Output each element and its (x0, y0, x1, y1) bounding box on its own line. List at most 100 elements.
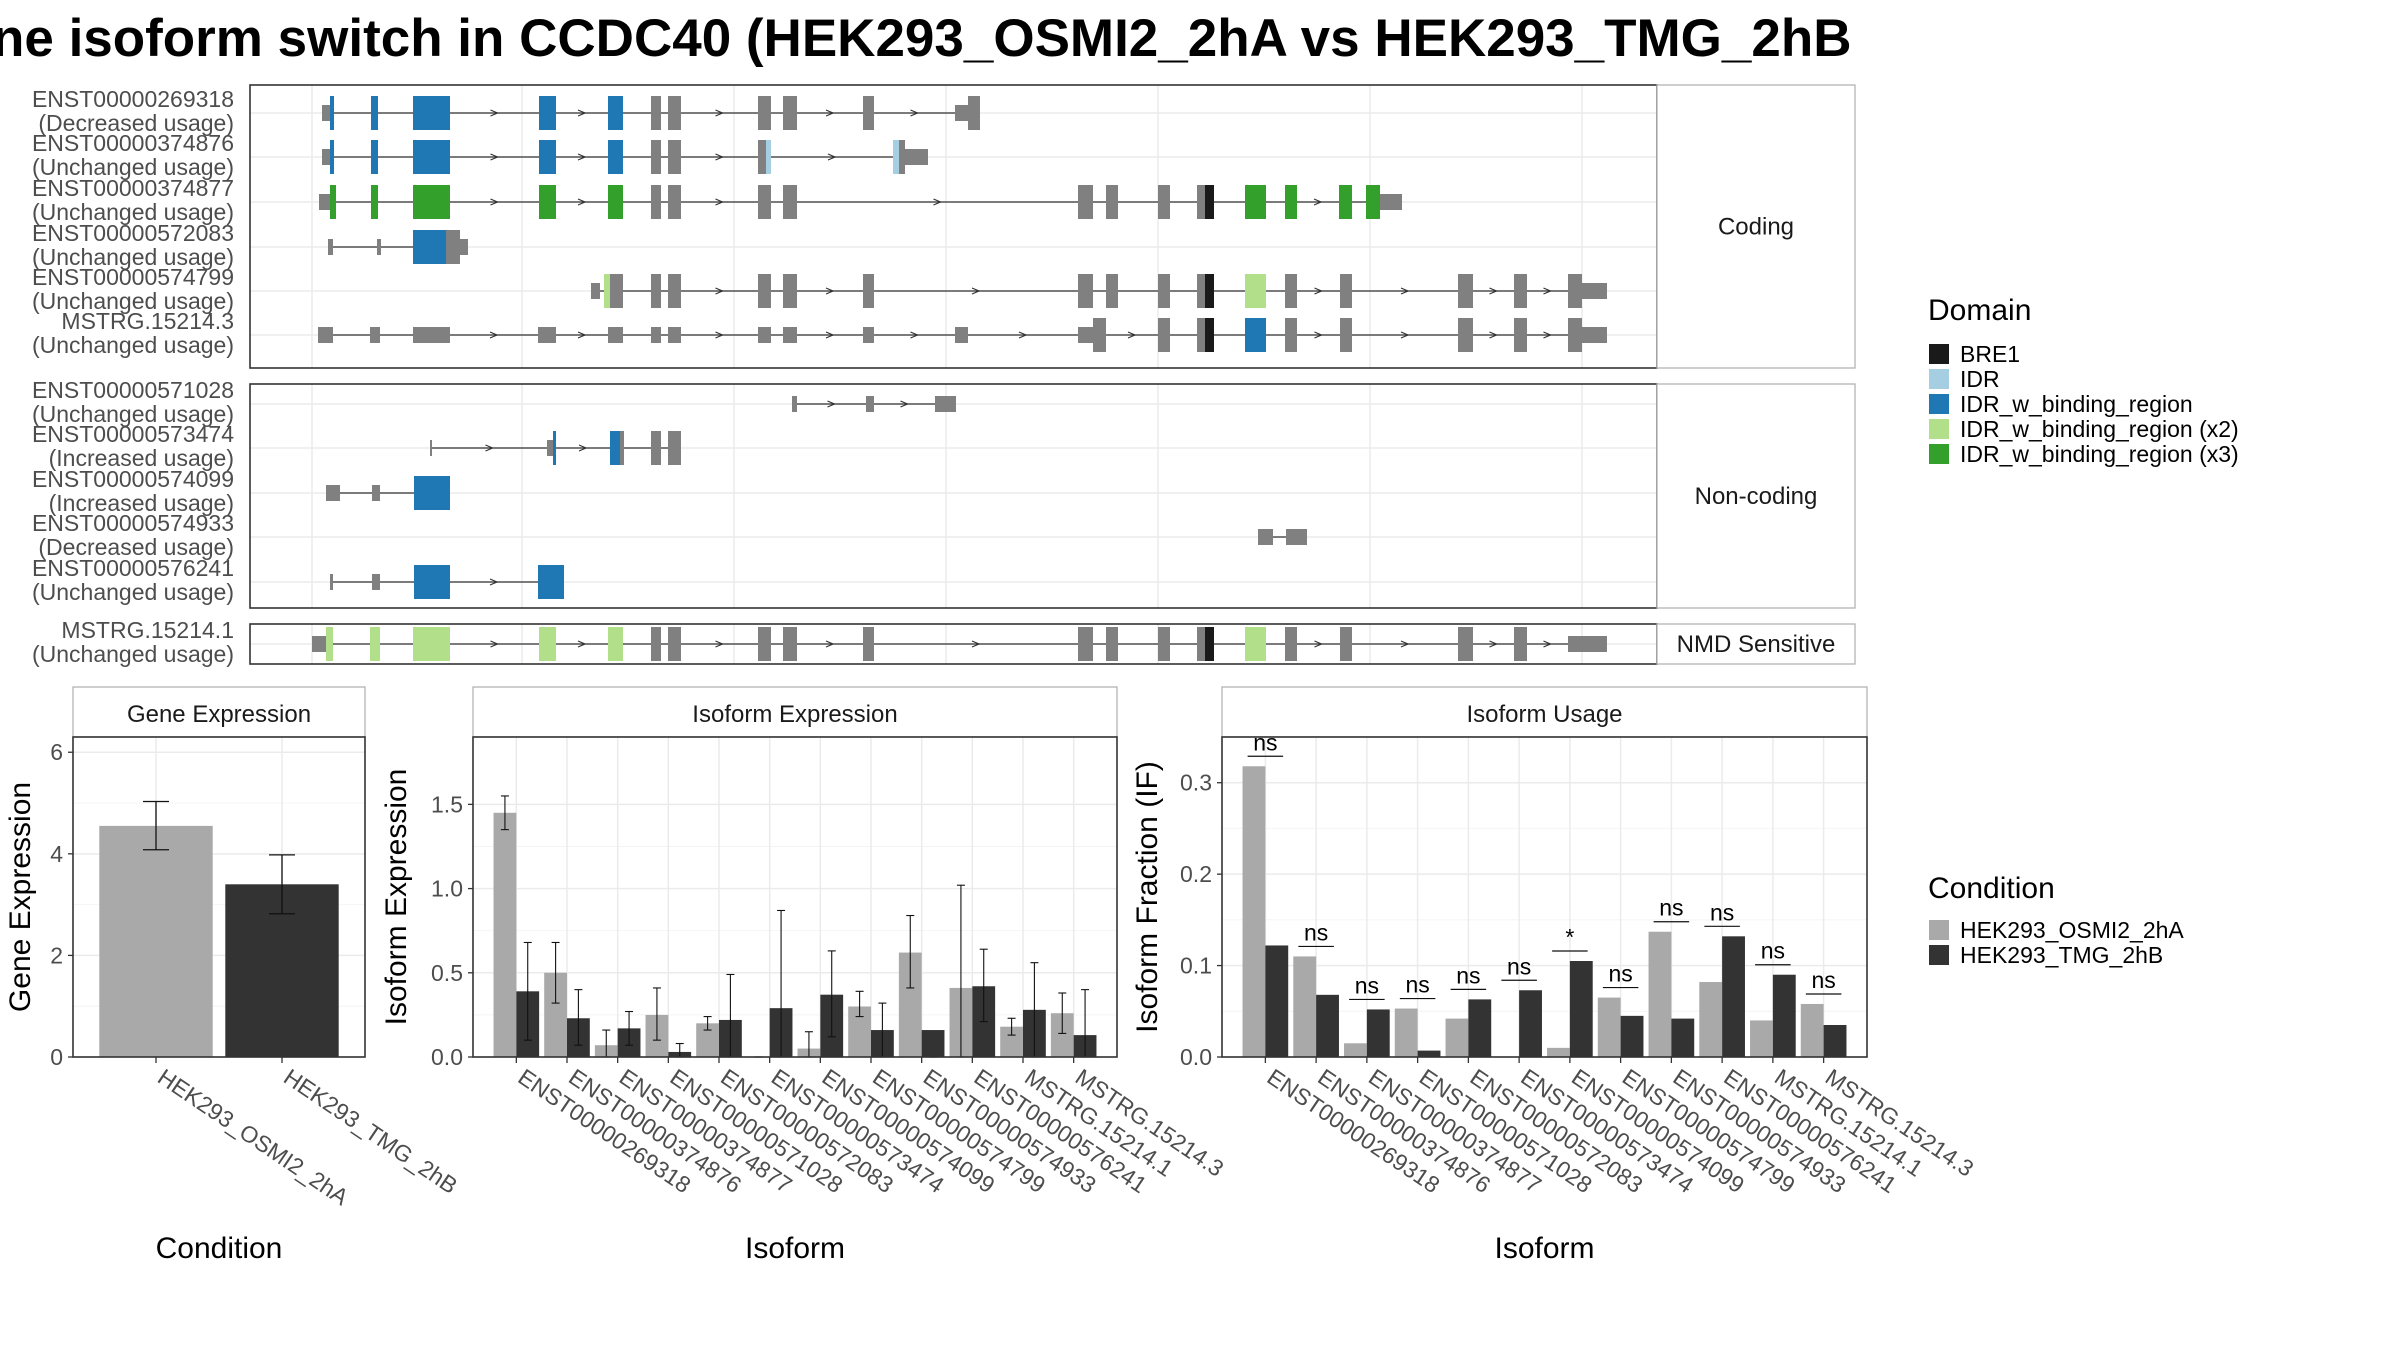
panel-strip (1656, 84, 1856, 369)
domain-legend-label: BRE1 (1960, 341, 2020, 367)
exon (783, 327, 797, 343)
exon (547, 440, 553, 456)
exon (651, 185, 661, 219)
strand-arrow (827, 153, 837, 161)
domain-legend-key (1929, 419, 1949, 439)
bar (1620, 1015, 1644, 1057)
exon (758, 96, 771, 130)
exon (591, 283, 600, 299)
condition-legend-label: HEK293_TMG_2hB (1960, 942, 2163, 968)
bar (1750, 1020, 1773, 1057)
y-axis-title: Isoform Expression (380, 769, 413, 1026)
domain-exon (610, 431, 620, 465)
exon (863, 627, 874, 661)
exon (1197, 274, 1205, 308)
strand-arrow (1400, 331, 1410, 339)
exon (370, 327, 380, 343)
exon (863, 96, 874, 130)
bar-chart-2: Isoform Expression0.00.51.01.5ENST000002… (380, 686, 1228, 1265)
exon (1458, 318, 1473, 352)
strand-arrow (490, 640, 500, 648)
strand-arrow (1314, 287, 1324, 295)
strand-arrow (715, 287, 725, 295)
transcript-usage-label: (Increased usage) (49, 490, 234, 516)
strand-arrow (490, 153, 500, 161)
y-tick-label: 2 (50, 942, 63, 968)
exon (1158, 274, 1170, 308)
transcript-id-label: ENST00000573474 (32, 421, 234, 447)
transcript-structure-panel: ENST00000269318(Decreased usage)ENST0000… (32, 84, 1856, 667)
strand-arrow (577, 640, 587, 648)
domain-exon (608, 627, 623, 661)
exon (758, 274, 771, 308)
transcript-structure (330, 565, 564, 599)
bar (1519, 990, 1542, 1057)
exon (312, 636, 326, 652)
bar (1648, 931, 1672, 1057)
exon (1285, 627, 1297, 661)
exon (955, 327, 968, 343)
significance-label: ns (1659, 895, 1683, 921)
exon (668, 185, 681, 219)
bar (1445, 1018, 1469, 1057)
domain-exon (553, 431, 556, 465)
panel-strip (1656, 383, 1856, 609)
domain-exon (330, 96, 334, 130)
exon (1106, 274, 1118, 308)
exon (1078, 185, 1093, 219)
domain-exon (766, 140, 771, 174)
exon (318, 327, 333, 343)
domain-exon (1205, 185, 1214, 219)
strand-arrow (1543, 640, 1553, 648)
y-tick-label: 0.1 (1180, 953, 1212, 979)
domain-exon (608, 185, 623, 219)
bar (1722, 936, 1745, 1057)
domain-legend-label: IDR_w_binding_region (1960, 391, 2193, 417)
exon (1078, 327, 1093, 343)
exon (1197, 185, 1205, 219)
transcript-id-label: ENST00000374876 (32, 130, 234, 156)
condition-legend-label: HEK293_OSMI2_2hA (1960, 917, 2184, 943)
exon (935, 396, 956, 412)
bar (1800, 1003, 1824, 1057)
domain-exon (414, 565, 450, 599)
strand-arrow (1314, 640, 1324, 648)
exon (1285, 274, 1297, 308)
panel-strip-label: Non-coding (1695, 483, 1818, 510)
y-tick-label: 1.5 (431, 791, 463, 817)
exon (1093, 318, 1106, 352)
exon (460, 239, 468, 255)
bar (1265, 945, 1289, 1057)
significance-label: ns (1405, 972, 1429, 998)
exon (1582, 327, 1607, 343)
strand-arrow (825, 640, 835, 648)
domain-exon (1245, 274, 1266, 308)
exon (1568, 274, 1582, 308)
strand-arrow (715, 153, 725, 161)
domain-legend-title: Domain (1928, 294, 2031, 327)
exon (1568, 636, 1582, 652)
strand-arrow (900, 400, 910, 408)
exon (1197, 318, 1205, 352)
exon (1582, 636, 1607, 652)
strand-arrow (489, 331, 499, 339)
exon (651, 327, 661, 343)
exon (968, 96, 980, 130)
domain-exon (413, 627, 450, 661)
strand-arrow (825, 331, 835, 339)
y-tick-label: 0 (50, 1044, 63, 1070)
bar (1569, 961, 1593, 1057)
transcript-usage-label: (Unchanged usage) (32, 332, 234, 358)
x-axis-title: Isoform (745, 1232, 845, 1265)
exon (1258, 529, 1273, 545)
chart-strip (1221, 686, 1868, 738)
plot-border (472, 736, 1118, 1058)
strand-arrow (577, 153, 587, 161)
strand-arrow (577, 109, 587, 117)
transcript-structure (322, 96, 980, 130)
transcript-usage-label: (Decreased usage) (38, 110, 234, 136)
domain-legend-key (1929, 369, 1949, 389)
y-axis-title: Gene Expression (4, 782, 37, 1012)
bar (1242, 766, 1266, 1057)
transcript-usage-label: (Unchanged usage) (32, 244, 234, 270)
